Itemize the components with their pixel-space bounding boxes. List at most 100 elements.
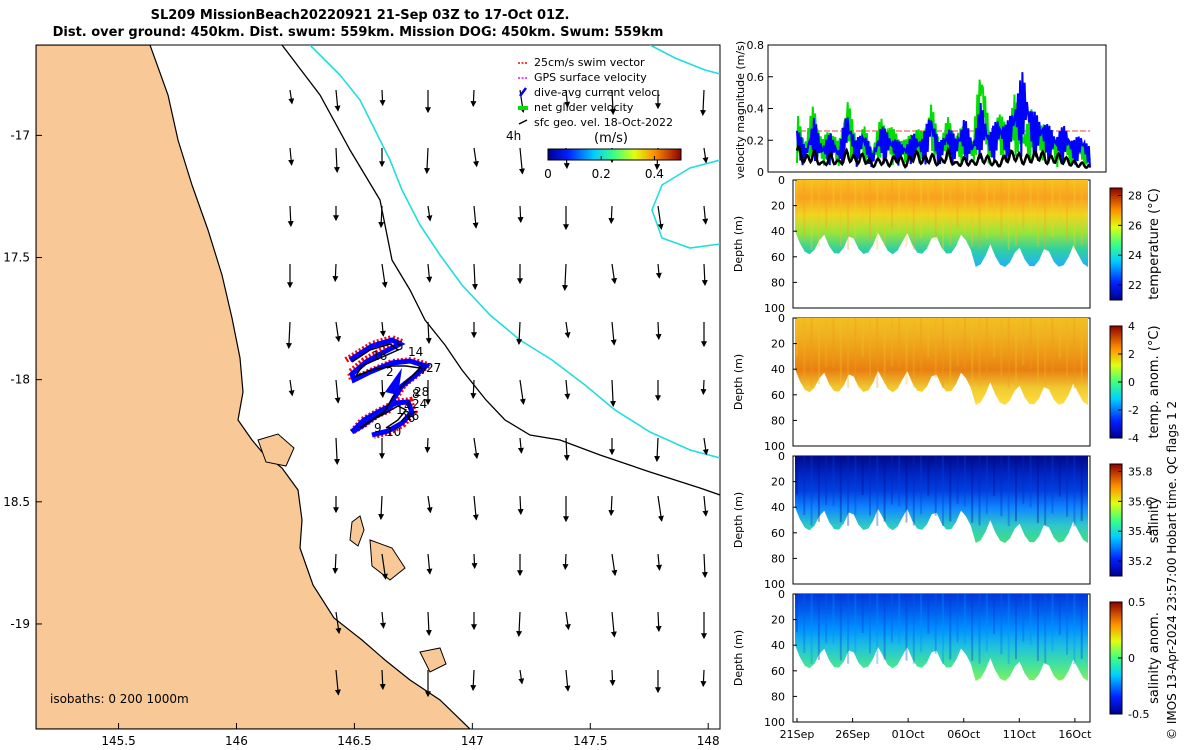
date-tick-label: 01Oct [892,728,926,741]
map-ytick-label: 18.5 [3,495,30,509]
isobath-1000m [309,45,720,459]
velocity-arrow [516,321,523,346]
map-xtick-label: 145.5 [101,734,135,748]
colorbar-title: (m/s) [594,131,628,146]
legend-net-velocity: net glider velocity [534,101,634,114]
velocity-arrow [562,263,569,292]
velocity-arrow [335,321,342,343]
map-xtick-label: 147 [461,734,484,748]
velocity-arrow [702,147,709,164]
velocity-ytick-label: 0.8 [747,39,765,52]
velocity-arrow [473,437,480,460]
velocity-arrow [288,379,295,397]
velocity-arrow [610,611,617,638]
velocity-panel: 0 0.2 0.4 0.6 0.8 velocity magnitude (m/s) [734,39,1107,179]
map-colorbar: (m/s) 0 0.2 0.4 [544,131,682,181]
date-tick-label: 21Sep [780,728,815,741]
legend-gps-velocity: GPS surface velocity [534,71,647,84]
depth-tick-label: 100 [764,440,785,453]
track-label: 27 [426,361,441,375]
track-label: 14 [408,345,423,359]
depth-tick-label: 0 [778,312,785,325]
colorbar-tick-label: 0 [544,167,552,181]
velocity-arrow [516,611,523,638]
velocity-arrow [424,437,431,454]
map-xtick-label: 147.5 [573,734,607,748]
colorbar-tick-label: 24 [1128,249,1142,262]
velocity-arrow [655,321,662,341]
map-xtick-label: 146.5 [337,734,371,748]
velocity-arrow [470,89,477,108]
velocity-arrow [562,553,569,571]
colorbar-label: temperature (°C) [1147,188,1162,300]
velocity-arrow [700,379,707,396]
depth-tick-label: 100 [764,716,785,729]
depth-tick-label: 80 [771,552,785,565]
depth-tick-label: 0 [778,588,785,601]
depth-tick-label: 100 [764,302,785,315]
velocity-arrow [700,89,707,117]
velocity-arrow [702,437,709,456]
velocity-arrow [381,553,388,580]
velocity-arrow [425,321,432,345]
colorbar-label: salinity [1147,496,1162,543]
credit-line: © IMOS 13-Apr-2024 23:57:00 Hobart time.… [1165,400,1179,740]
track-label: 3 [416,361,424,375]
track-label: 1 [396,403,404,417]
colorbar-tick-label: 0.5 [1128,596,1146,609]
velocity-arrow [288,147,295,166]
depth-tick-label: 20 [771,338,785,351]
velocity-arrow [609,89,616,116]
velocity-arrow [519,379,526,405]
depth-axis-label: Depth (m) [732,354,745,410]
depth-tick-label: 80 [771,690,785,703]
geostrophic-velocity-vectors [286,89,709,698]
date-tick-label: 16Oct [1058,728,1092,741]
depth-tick-label: 80 [771,276,785,289]
isobath-200m [281,45,720,496]
colorbar-label: salinity anom. [1147,612,1162,704]
velocity-ylabel: velocity magnitude (m/s) [734,41,747,179]
colorbar-tick-label: 4 [1128,320,1135,333]
velocity-arrow [611,553,618,577]
velocity-arrow [378,205,385,229]
depth-tick-label: 20 [771,200,785,213]
velocity-arrow [426,205,433,222]
velocity-arrow [657,205,664,231]
depth-axis-label: Depth (m) [732,630,745,686]
velocity-arrow [287,205,294,228]
velocity-arrow [379,669,386,691]
velocity-arrow [564,89,571,108]
velocity-arrow [654,437,661,463]
velocity-arrow [380,611,387,629]
map-ytick-label: -19 [10,617,30,631]
section-colorbar [1109,187,1123,301]
island [349,515,365,547]
velocity-arrow [655,263,662,279]
velocity-arrow [426,495,433,514]
colorbar-tick-label: 35.4 [1128,525,1153,538]
velocity-arrow [608,495,615,517]
velocity-arrow [426,553,433,575]
depth-tick-label: 20 [771,476,785,489]
velocity-arrow [657,495,664,522]
velocity-arrow [472,205,479,229]
track-label: 9 [374,421,382,435]
velocity-arrow [564,611,571,631]
velocity-arrow [426,263,433,283]
date-tick-label: 26Sep [835,728,870,741]
velocity-arrow [701,263,708,287]
colorbar-tick-label: 0.2 [592,167,611,181]
velocity-arrow [288,89,295,105]
track-label: 16 [404,409,419,423]
colorbar-tick-label: -4 [1128,432,1139,445]
velocity-arrow [471,263,478,291]
island [419,647,447,673]
velocity-arrow [609,669,616,687]
depth-tick-label: 40 [771,225,785,238]
map-ytick-label: -17 [10,128,30,142]
velocity-arrow [471,553,478,570]
velocity-arrow [378,495,385,521]
velocity-arrow [564,669,571,692]
depth-axis-label: Depth (m) [732,492,745,548]
